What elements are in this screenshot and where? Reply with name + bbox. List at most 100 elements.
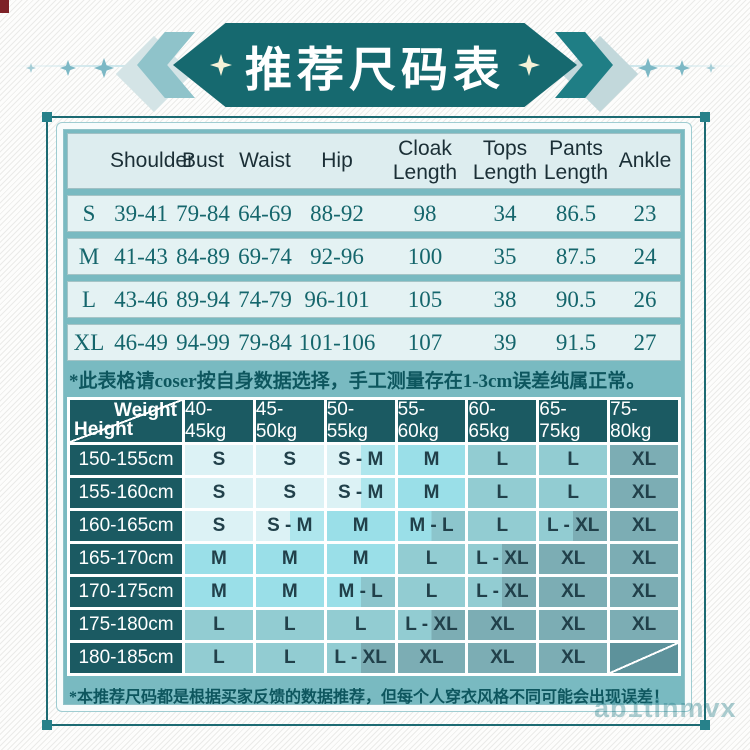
- cell-value: 23: [633, 200, 657, 226]
- recommended-size-cell: L: [255, 610, 324, 640]
- height-row-header: 170-175cm: [70, 577, 182, 607]
- height-weight-matrix: Weight Height 40-45kg 45-50kg 50-55kg 55-60kg…: [67, 397, 681, 676]
- cell-value: 100: [407, 243, 443, 269]
- banner-plate: 推荐尺码表: [173, 23, 577, 107]
- height-axis-label: Height: [74, 419, 134, 440]
- size-label: XL: [73, 329, 105, 355]
- weight-column-header: 60-65kg: [468, 399, 537, 442]
- empty-cell: [610, 643, 678, 673]
- cell-value: 79-84: [238, 329, 292, 355]
- recommended-size-cell: XL: [468, 610, 537, 640]
- recommended-size-cell: XL: [539, 577, 608, 607]
- height-row-header: 165-170cm: [70, 544, 182, 574]
- sparkle-icon: [26, 63, 36, 73]
- weight-column-header: 65-75kg: [539, 399, 608, 442]
- recommended-size-cell: XL: [468, 643, 537, 673]
- recommended-size-cell: L - XL: [539, 511, 608, 541]
- cell-value: 101-106: [298, 329, 376, 355]
- recommended-size-cell: XL: [610, 445, 678, 475]
- column-header: Ankle: [618, 149, 672, 173]
- cell-value: 98: [413, 200, 437, 226]
- recommended-size-cell: S: [185, 445, 253, 475]
- measurement-note: *此表格请coser按自身数据选择，手工测量存在1-3cm误差纯属正常。: [69, 371, 646, 392]
- size-table-header-row: Shoulder Bust Waist Hip Cloak Length Tops Len…: [67, 133, 681, 189]
- recommended-size-cell: L: [397, 544, 466, 574]
- cell-value: 88-92: [310, 200, 364, 226]
- matrix-corner-cell: Weight Height: [70, 400, 182, 442]
- sparkle-icon: [94, 58, 114, 78]
- recommended-size-cell: XL: [539, 643, 608, 673]
- cell-value: 79-84: [176, 200, 230, 226]
- sparkle-icon: [60, 60, 76, 76]
- title-banner: 推荐尺码表: [0, 20, 750, 116]
- frame-corner-square: [42, 720, 52, 730]
- cell-value: 35: [493, 243, 517, 269]
- recommended-size-cell: XL: [610, 511, 678, 541]
- cell-value: 105: [407, 286, 443, 312]
- column-header: Waist: [239, 149, 291, 173]
- cell-value: 91.5: [555, 329, 597, 355]
- cell-value: 89-94: [176, 286, 230, 312]
- recommended-size-cell: S: [185, 511, 253, 541]
- recommended-size-cell: L: [185, 610, 253, 640]
- disclaimer-note: *本推荐尺码都是根据买家反馈的数据推荐，但每个人穿衣风格不同可能会出现误差！: [69, 689, 670, 706]
- height-row-header: 160-165cm: [70, 511, 182, 541]
- recommended-size-cell: L - XL: [326, 643, 395, 673]
- column-header: Tops Length: [472, 137, 538, 184]
- recommended-size-cell: M: [326, 544, 395, 574]
- cell-value: 46-49: [114, 329, 168, 355]
- recommended-size-cell: L - XL: [397, 610, 466, 640]
- recommended-size-cell: M: [326, 511, 395, 541]
- frame-corner-square: [700, 720, 710, 730]
- recommended-size-cell: XL: [397, 643, 466, 673]
- column-header: Cloak Length: [392, 137, 458, 184]
- column-header: Hip: [321, 149, 353, 173]
- recommended-size-cell: L: [255, 643, 324, 673]
- cell-value: 27: [633, 329, 657, 355]
- recommended-size-cell: M: [185, 577, 253, 607]
- cell-value: 74-79: [238, 286, 292, 312]
- recommended-size-cell: XL: [610, 544, 678, 574]
- height-row-header: 155-160cm: [70, 478, 182, 508]
- size-chart-card: Shoulder Bust Waist Hip Cloak Length Tops Len…: [57, 123, 691, 711]
- recommended-size-cell: S: [255, 478, 324, 508]
- recommended-size-cell: S - M: [255, 511, 324, 541]
- cell-value: 94-99: [176, 329, 230, 355]
- cell-value: 43-46: [114, 286, 168, 312]
- cell-value: 41-43: [114, 243, 168, 269]
- recommended-size-cell: M - L: [397, 511, 466, 541]
- recommended-size-cell: L: [539, 478, 608, 508]
- sparkle-icon: [674, 60, 690, 76]
- recommended-size-cell: XL: [539, 610, 608, 640]
- decorative-frame: [42, 112, 710, 730]
- diamond-icon: [210, 54, 232, 76]
- corner-accent-square: [0, 0, 9, 13]
- table-row: S 39-41 79-84 64-69 88-92 98 34 86.5 23: [67, 195, 681, 232]
- table-row: M 41-43 84-89 69-74 92-96 100 35 87.5 24: [67, 238, 681, 275]
- cell-value: 39: [493, 329, 517, 355]
- column-header: Shoulder: [110, 149, 195, 173]
- sparkle-icon: [706, 63, 716, 73]
- recommended-size-cell: M: [255, 544, 324, 574]
- column-header: Pants Length: [543, 137, 609, 184]
- recommended-size-cell: L: [539, 445, 608, 475]
- recommended-size-cell: XL: [610, 577, 678, 607]
- size-label: L: [81, 286, 97, 312]
- cell-value: 69-74: [238, 243, 292, 269]
- page-title: 推荐尺码表: [245, 44, 505, 97]
- watermark: ab1tlnmvx: [594, 693, 737, 723]
- cell-value: 84-89: [176, 243, 230, 269]
- banner-hexagon: 推荐尺码表: [115, 23, 639, 113]
- table-row: L 43-46 89-94 74-79 96-101 105 38 90.5 26: [67, 281, 681, 318]
- recommended-size-cell: L - XL: [468, 577, 537, 607]
- recommended-size-cell: L: [326, 610, 395, 640]
- recommended-size-cell: XL: [610, 478, 678, 508]
- weight-column-header: 45-50kg: [255, 399, 324, 442]
- recommended-size-cell: M - L: [326, 577, 395, 607]
- recommended-size-cell: L: [185, 643, 253, 673]
- recommended-size-cell: S: [185, 478, 253, 508]
- diamond-icon: [518, 54, 540, 76]
- frame-corner-square: [42, 112, 52, 122]
- size-label: M: [78, 243, 100, 269]
- recommended-size-cell: M: [185, 544, 253, 574]
